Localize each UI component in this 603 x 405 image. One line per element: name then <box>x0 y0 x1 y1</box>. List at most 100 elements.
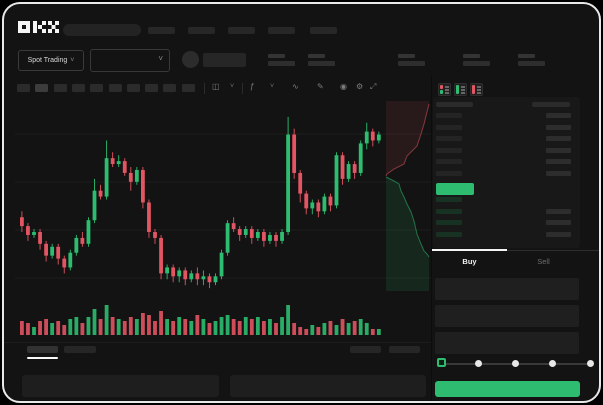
slider-stop[interactable] <box>586 360 594 367</box>
orderbook-bids-view-icon[interactable] <box>454 83 467 96</box>
settings-gear-icon[interactable]: ⚙ <box>356 82 364 91</box>
orderbook-price-placeholder <box>436 124 462 130</box>
buy-submit-button[interactable] <box>435 381 580 397</box>
nav-item-placeholder[interactable] <box>188 27 215 34</box>
orderbook-price-placeholder <box>436 147 462 153</box>
slider-handle[interactable] <box>436 358 446 367</box>
tab-sell-label: Sell <box>537 256 550 266</box>
okx-logo-text: OKX <box>4 4 5 5</box>
orderbook-asks-view-icon[interactable] <box>470 83 483 96</box>
orderbook-amount-placeholder <box>546 113 571 118</box>
orderbook-price-placeholder <box>436 220 462 226</box>
toolbar-divider <box>204 83 205 94</box>
orderbook-bids <box>434 194 580 240</box>
chevron-down-icon[interactable]: ˅ <box>230 83 235 90</box>
fullscreen-icon[interactable]: ⤢ <box>370 82 377 91</box>
last-price-placeholder <box>203 53 246 67</box>
bottom-info-panel <box>230 375 426 397</box>
indicator-icon[interactable]: ƒ <box>250 82 255 91</box>
slider-stop[interactable] <box>549 360 557 367</box>
orderbook-row[interactable] <box>434 217 580 229</box>
slider-stop[interactable] <box>512 360 519 367</box>
timeframe-button[interactable] <box>181 84 195 92</box>
timeframe-button[interactable] <box>53 84 67 92</box>
tab-sell[interactable]: Sell <box>507 254 580 268</box>
divider <box>4 342 432 343</box>
candlestick-chart-canvas[interactable] <box>15 97 433 339</box>
orderbook-amount-placeholder <box>546 124 571 130</box>
slider-stop[interactable] <box>474 360 482 367</box>
amount-input[interactable] <box>435 305 579 327</box>
ticker-stat-placeholder <box>518 54 548 68</box>
orderbook-row[interactable] <box>434 110 580 122</box>
ticker-stat-placeholder <box>463 54 493 68</box>
nav-item-placeholder[interactable] <box>268 27 295 34</box>
timeframe-button[interactable] <box>35 84 49 92</box>
ticker-stat-placeholder <box>398 54 428 68</box>
orderbook-row[interactable] <box>434 206 580 218</box>
orderbook-amount-placeholder <box>546 159 571 165</box>
timeframe-button[interactable] <box>145 84 159 92</box>
orderbook-price-placeholder <box>436 197 462 202</box>
market-type-label: Spot Trading <box>27 57 68 64</box>
timeframe-button[interactable] <box>163 84 177 92</box>
tab-buy[interactable]: Buy <box>432 254 507 268</box>
camera-icon[interactable]: ◉ <box>340 82 347 91</box>
orderbook-price-placeholder <box>436 170 462 176</box>
nav-item-placeholder[interactable] <box>148 27 175 34</box>
total-input[interactable] <box>435 332 579 354</box>
orderbook-last-price-badge <box>436 183 474 195</box>
orderbook-price-placeholder <box>436 208 462 214</box>
orderbook-row[interactable] <box>434 133 580 145</box>
orderbook-price-placeholder <box>436 136 462 142</box>
market-type-selector[interactable]: Spot Trading ˅ <box>18 50 84 71</box>
orderbook-amount-header <box>532 102 570 107</box>
timeframe-button[interactable] <box>71 84 85 92</box>
orderbook-amount-placeholder <box>546 147 571 153</box>
nav-item-placeholder[interactable] <box>228 27 255 34</box>
coin-icon <box>182 51 199 68</box>
orderbook-amount-placeholder <box>546 220 571 226</box>
orderbook-combined-view-icon[interactable] <box>438 83 451 96</box>
orderbook-row[interactable] <box>434 145 580 157</box>
wave-tool-icon[interactable]: ∿ <box>292 82 299 91</box>
orderbook-row[interactable] <box>434 156 580 168</box>
orderbook-row[interactable] <box>434 122 580 134</box>
bottom-tab-active[interactable] <box>27 346 58 353</box>
timeframe-button[interactable] <box>108 84 122 92</box>
bottom-tab[interactable] <box>350 346 381 353</box>
bottom-tab[interactable] <box>389 346 420 353</box>
chart-style-icon[interactable]: ◫ <box>212 82 220 91</box>
trading-pair-dropdown[interactable]: ˅ <box>90 49 170 72</box>
timeframe-button[interactable] <box>90 84 104 92</box>
orderbook-asks <box>434 110 580 180</box>
orderbook-amount-placeholder <box>546 136 571 142</box>
orderbook-row[interactable] <box>434 194 580 206</box>
timeframe-button[interactable] <box>126 84 140 92</box>
active-tab-indicator <box>432 249 507 251</box>
draw-tool-icon[interactable]: ✎ <box>317 82 324 91</box>
okx-logo <box>18 21 59 33</box>
orderbook-amount-placeholder <box>546 208 571 214</box>
toolbar-divider <box>242 83 243 94</box>
divider <box>432 250 599 251</box>
price-input[interactable] <box>435 278 579 300</box>
orderbook-row[interactable] <box>434 229 580 241</box>
ticker-stat-placeholder <box>268 54 298 68</box>
chevron-down-icon: ˅ <box>158 54 163 63</box>
bottom-info-panel <box>22 375 219 397</box>
timeframe-button[interactable] <box>17 84 30 92</box>
divider <box>431 76 432 401</box>
chevron-down-icon[interactable]: ˅ <box>270 83 275 90</box>
search-input[interactable] <box>63 24 141 36</box>
ticker-stat-placeholder <box>308 54 338 68</box>
orderbook-amount-placeholder <box>546 231 571 237</box>
orderbook-row[interactable] <box>434 168 580 180</box>
nav-item-placeholder[interactable] <box>310 27 337 34</box>
orderbook-amount-placeholder <box>546 170 571 176</box>
orderbook-price-placeholder <box>436 159 462 165</box>
orderbook-price-header <box>436 102 473 107</box>
tab-buy-label: Buy <box>462 256 477 266</box>
bottom-tab[interactable] <box>64 346 96 353</box>
